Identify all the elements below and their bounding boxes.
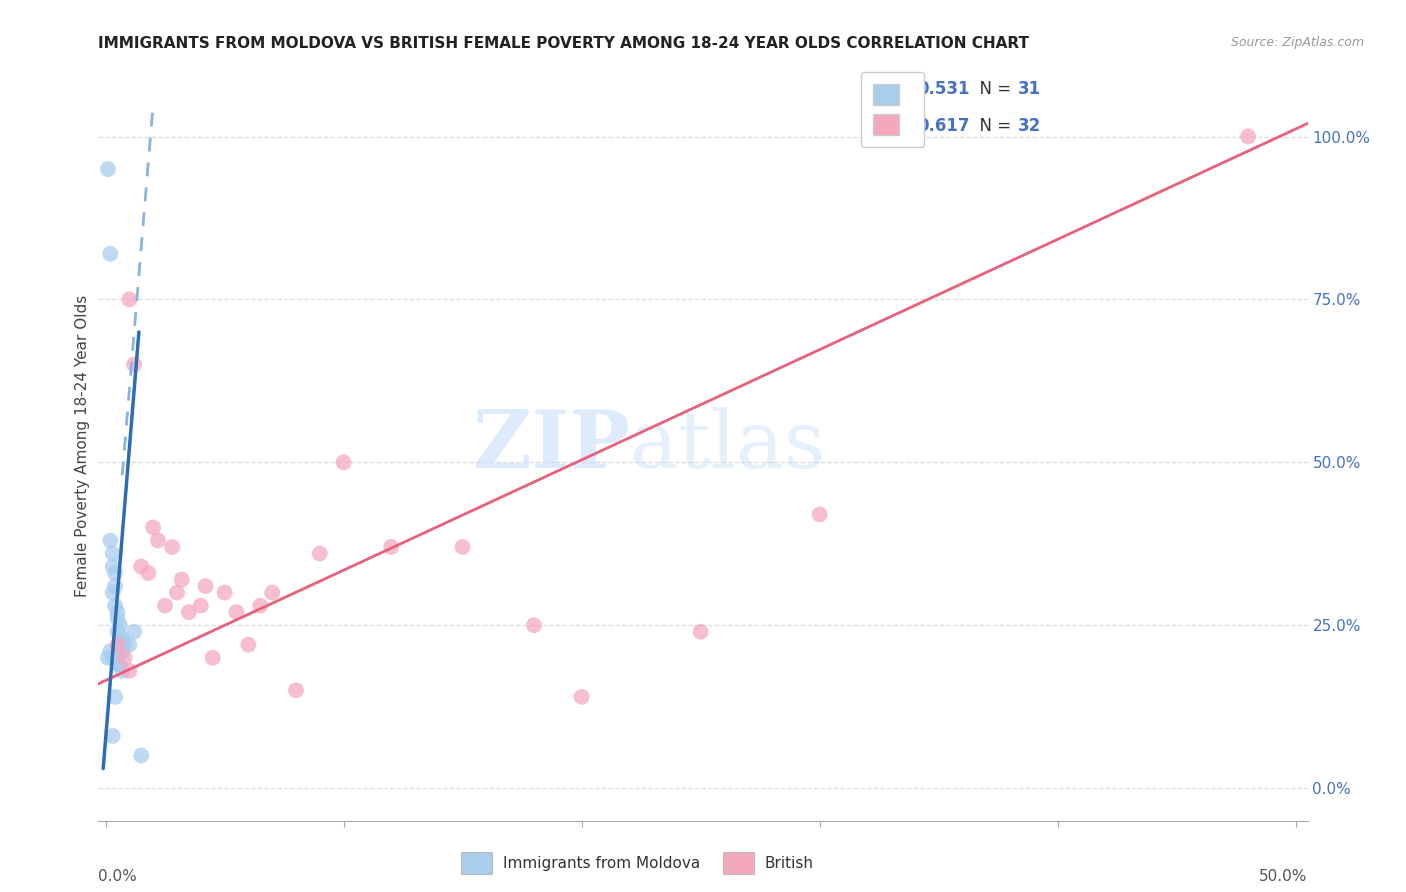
Point	[451, 540, 474, 554]
Text: 31: 31	[1018, 79, 1040, 97]
Point	[98, 247, 121, 261]
Point	[160, 540, 183, 554]
Point	[201, 650, 224, 665]
Point	[108, 638, 131, 652]
Point	[225, 605, 247, 619]
Point	[118, 293, 141, 307]
Point	[166, 585, 188, 599]
Point	[571, 690, 593, 704]
Point	[104, 690, 127, 704]
Point	[114, 638, 136, 652]
Text: 0.531: 0.531	[918, 79, 970, 97]
Point	[523, 618, 546, 632]
Point	[214, 585, 236, 599]
Point	[107, 612, 129, 626]
Point	[111, 638, 134, 652]
Point	[98, 533, 121, 548]
Point	[689, 624, 711, 639]
Point	[194, 579, 217, 593]
Text: ZIP: ZIP	[474, 407, 630, 485]
Point	[108, 618, 131, 632]
Point	[146, 533, 169, 548]
Point	[97, 162, 120, 177]
Text: 32: 32	[1018, 117, 1040, 135]
Text: IMMIGRANTS FROM MOLDOVA VS BRITISH FEMALE POVERTY AMONG 18-24 YEAR OLDS CORRELAT: IMMIGRANTS FROM MOLDOVA VS BRITISH FEMAL…	[98, 36, 1029, 51]
Point	[122, 624, 145, 639]
Text: Source: ZipAtlas.com: Source: ZipAtlas.com	[1230, 36, 1364, 49]
Point	[104, 650, 127, 665]
Point	[104, 566, 127, 580]
Point	[380, 540, 402, 554]
Point	[1237, 129, 1260, 144]
Point	[107, 638, 129, 652]
Point	[101, 729, 124, 743]
Point	[107, 624, 129, 639]
Legend: , : ,	[860, 72, 924, 146]
Point	[118, 638, 141, 652]
Point	[101, 559, 124, 574]
Point	[101, 650, 124, 665]
Point	[118, 664, 141, 678]
Point	[114, 650, 136, 665]
Point	[108, 657, 131, 672]
Point	[97, 650, 120, 665]
Text: N =: N =	[970, 79, 1017, 97]
Text: British: British	[765, 856, 814, 871]
Point	[108, 631, 131, 645]
Point	[101, 585, 124, 599]
Point	[111, 631, 134, 645]
Point	[98, 644, 121, 658]
Point	[122, 358, 145, 372]
Text: atlas: atlas	[630, 407, 825, 485]
Point	[285, 683, 308, 698]
Point	[107, 605, 129, 619]
Point	[101, 547, 124, 561]
Point	[153, 599, 176, 613]
Text: Immigrants from Moldova: Immigrants from Moldova	[503, 856, 700, 871]
Point	[142, 520, 165, 534]
Point	[308, 547, 330, 561]
Point	[111, 664, 134, 678]
Point	[107, 657, 129, 672]
Point	[104, 599, 127, 613]
Y-axis label: Female Poverty Among 18-24 Year Olds: Female Poverty Among 18-24 Year Olds	[75, 295, 90, 597]
Point	[177, 605, 200, 619]
Point	[808, 508, 831, 522]
Point	[111, 644, 134, 658]
Point	[104, 579, 127, 593]
Point	[190, 599, 212, 613]
Point	[138, 566, 160, 580]
Text: 0.617: 0.617	[918, 117, 970, 135]
Text: R =: R =	[879, 79, 915, 97]
Point	[170, 573, 193, 587]
Point	[332, 455, 354, 469]
Point	[129, 559, 152, 574]
Text: 50.0%: 50.0%	[1260, 870, 1308, 884]
Text: 0.0%: 0.0%	[98, 870, 138, 884]
Text: R =: R =	[879, 117, 915, 135]
Point	[262, 585, 284, 599]
Point	[249, 599, 271, 613]
Point	[238, 638, 260, 652]
Point	[129, 748, 152, 763]
Text: N =: N =	[970, 117, 1017, 135]
